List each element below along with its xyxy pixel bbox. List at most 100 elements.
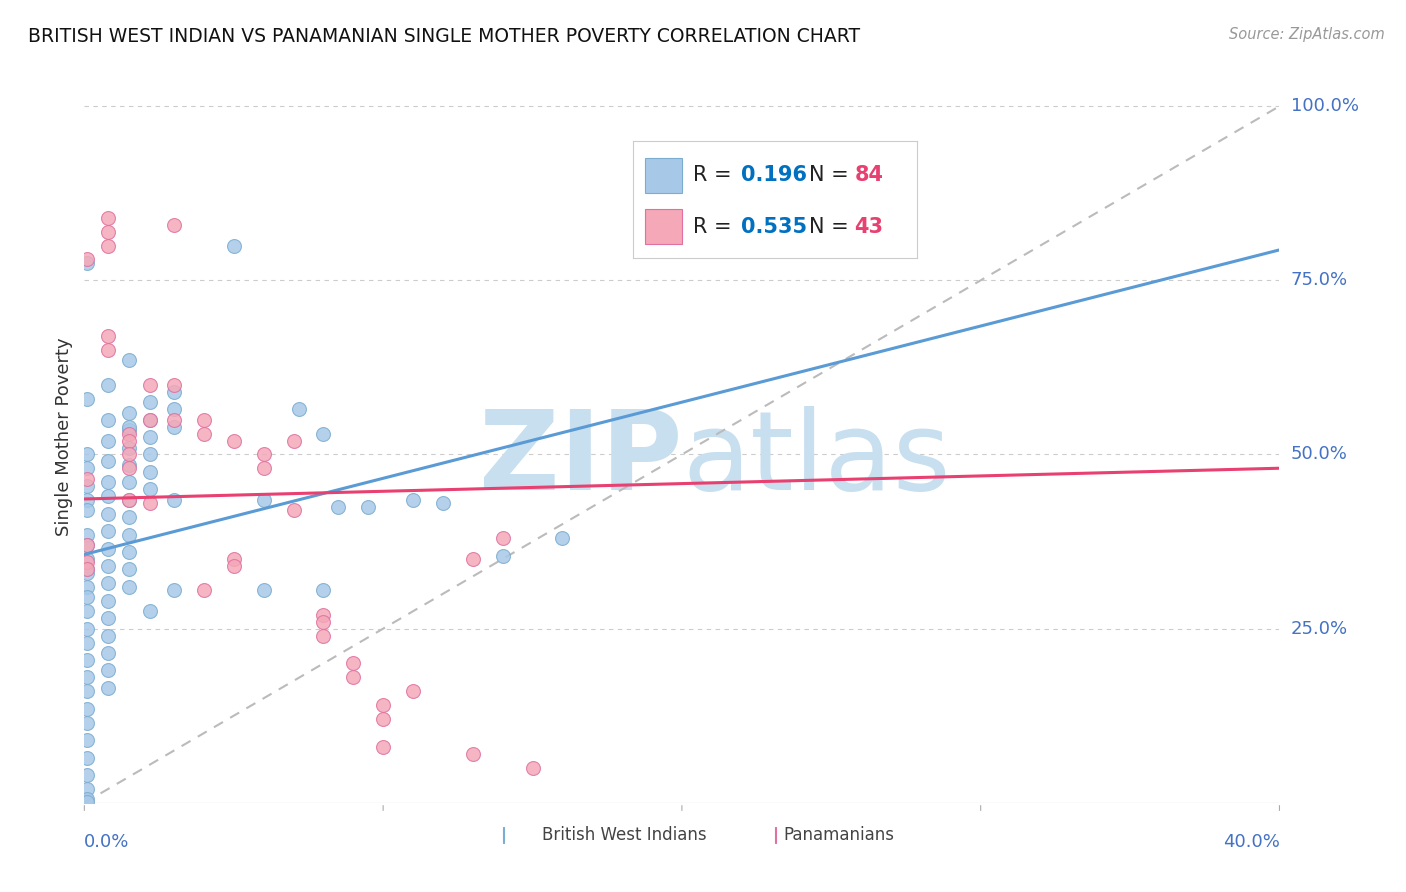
Point [373, 712, 395, 726]
Point [163, 492, 186, 507]
Point [76, 670, 98, 684]
Text: 100.0%: 100.0% [1291, 97, 1358, 115]
Point [163, 377, 186, 392]
Text: 84: 84 [855, 165, 883, 186]
Point [97, 541, 120, 556]
Point [97, 524, 120, 538]
Point [97, 454, 120, 468]
Point [492, 549, 515, 563]
Point [76, 795, 98, 809]
Point [163, 583, 186, 598]
Point [312, 629, 335, 643]
Point [97, 629, 120, 643]
Point [118, 406, 141, 420]
Point [139, 483, 162, 497]
Point [342, 670, 364, 684]
Point [97, 646, 120, 660]
Point [76, 252, 98, 267]
Point [76, 448, 98, 462]
Point [76, 503, 98, 517]
Point [461, 552, 484, 566]
Point [97, 377, 120, 392]
Text: 50.0%: 50.0% [1291, 445, 1347, 464]
Point [118, 562, 141, 576]
Point [97, 558, 120, 573]
Point [402, 684, 425, 698]
Point [76, 492, 98, 507]
Point [76, 562, 98, 576]
Point [118, 423, 141, 437]
Point [253, 448, 276, 462]
Point [97, 611, 120, 625]
Bar [645, 158, 682, 193]
Point [118, 492, 141, 507]
Point [76, 580, 98, 594]
Point [118, 441, 141, 455]
Point [76, 622, 98, 636]
Point [76, 538, 98, 552]
Point [402, 492, 425, 507]
Text: N =: N = [808, 217, 855, 236]
Point [97, 475, 120, 490]
Point [76, 604, 98, 618]
Point [76, 552, 98, 566]
Point [118, 510, 141, 524]
Point [328, 500, 350, 514]
Point [312, 426, 335, 441]
Point [76, 591, 98, 605]
Bar [645, 209, 682, 244]
Point [118, 475, 141, 490]
Point [118, 434, 141, 448]
Point [283, 434, 305, 448]
Point [97, 225, 120, 239]
Point [76, 750, 98, 764]
Point [76, 702, 98, 716]
Point [76, 781, 98, 796]
Point [76, 392, 98, 406]
Point [163, 384, 186, 399]
Point [97, 412, 120, 426]
Point [139, 395, 162, 409]
Point [139, 412, 162, 426]
Point [222, 552, 245, 566]
Point [97, 238, 120, 252]
Point [139, 448, 162, 462]
Point [461, 747, 484, 761]
Point [76, 461, 98, 475]
Point [193, 583, 215, 598]
Point [76, 472, 98, 486]
Point [139, 604, 162, 618]
Point [118, 458, 141, 472]
Point [118, 545, 141, 559]
Point [312, 615, 335, 629]
Text: BRITISH WEST INDIAN VS PANAMANIAN SINGLE MOTHER POVERTY CORRELATION CHART: BRITISH WEST INDIAN VS PANAMANIAN SINGLE… [28, 27, 860, 45]
Point [76, 792, 98, 806]
Text: 0.0%: 0.0% [84, 833, 129, 851]
Text: atlas: atlas [682, 406, 950, 513]
Point [76, 635, 98, 649]
Point [76, 562, 98, 576]
Point [76, 566, 98, 580]
Point [118, 527, 141, 541]
Point [76, 256, 98, 270]
Point [97, 489, 120, 503]
Point [76, 556, 98, 570]
Point [97, 343, 120, 357]
Point [76, 538, 98, 552]
Point [118, 580, 141, 594]
Point [342, 657, 364, 671]
Point [312, 607, 335, 622]
Point [97, 211, 120, 225]
Text: R =: R = [693, 217, 738, 236]
Text: N =: N = [808, 165, 855, 186]
Point [118, 353, 141, 368]
Point [163, 419, 186, 434]
Point [222, 434, 245, 448]
Text: Source: ZipAtlas.com: Source: ZipAtlas.com [1229, 27, 1385, 42]
Point [551, 531, 574, 545]
Point [118, 419, 141, 434]
Point [118, 492, 141, 507]
Point [76, 715, 98, 730]
Text: 43: 43 [855, 217, 883, 236]
Point [76, 527, 98, 541]
